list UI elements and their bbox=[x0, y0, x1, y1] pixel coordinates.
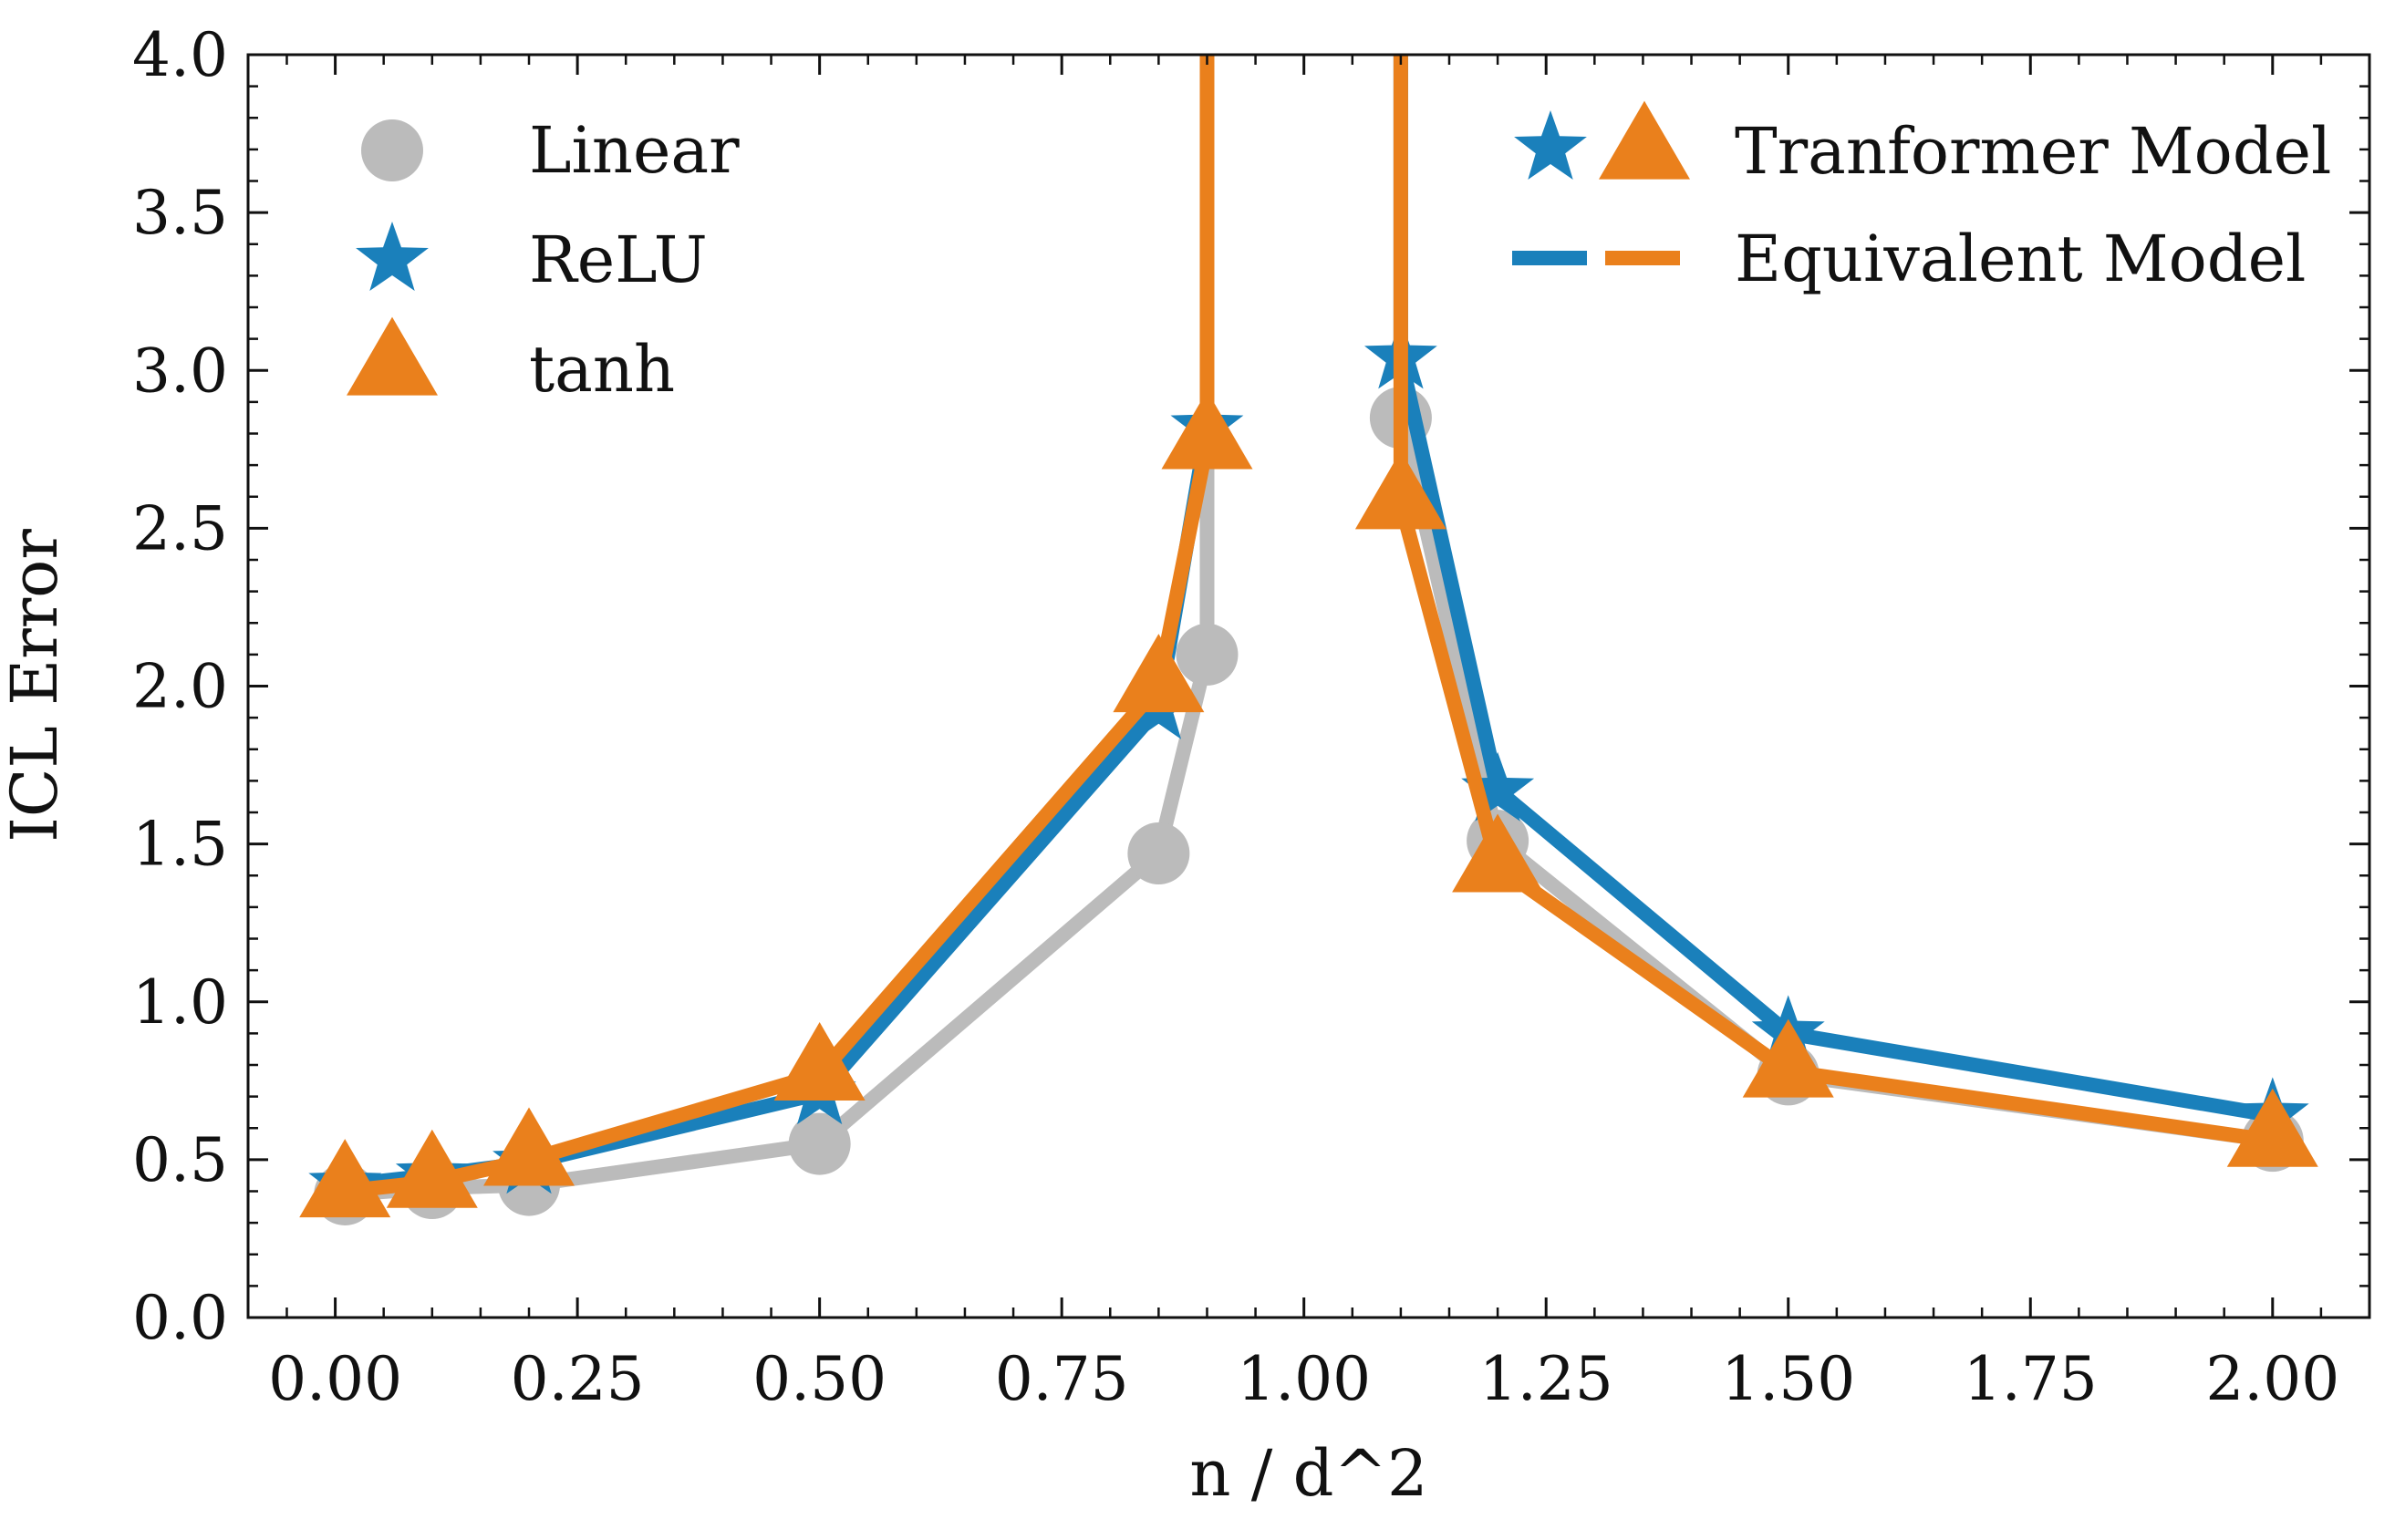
y-tick-label: 3.0 bbox=[132, 336, 228, 406]
marker-triangle bbox=[299, 1139, 391, 1218]
x-tick-label: 0.25 bbox=[511, 1344, 645, 1414]
x-axis-title: n / d^2 bbox=[1189, 1436, 1427, 1511]
x-tick-label: 0.00 bbox=[268, 1344, 402, 1414]
plot-area bbox=[299, 55, 2318, 1225]
x-tick-label: 0.50 bbox=[752, 1344, 886, 1414]
x-tick-label: 1.50 bbox=[1721, 1344, 1855, 1414]
axis-ticks: 0.00 0.25 0.50 0.75 1.00 1.25 1.50 1.75 2.00 0.0 0… bbox=[132, 20, 2371, 1414]
y-tick-label: 4.0 bbox=[132, 20, 228, 90]
marker-circle bbox=[788, 1112, 851, 1175]
y-tick-label: 0.5 bbox=[132, 1125, 228, 1195]
marker-triangle bbox=[483, 1107, 575, 1186]
marker-triangle bbox=[1742, 1018, 1834, 1098]
marker-star bbox=[1461, 751, 1535, 822]
y-tick-label: 3.5 bbox=[132, 178, 228, 248]
legend-label: ReLU bbox=[529, 222, 708, 297]
x-tick-label: 0.75 bbox=[995, 1344, 1129, 1414]
legend-marker-triangle bbox=[1599, 100, 1690, 180]
marker-circle bbox=[1127, 822, 1190, 885]
marker-circle bbox=[1176, 623, 1239, 686]
legend-label: Equivalent Model bbox=[1735, 222, 2306, 296]
legend-marker-star bbox=[356, 222, 429, 291]
y-tick-label: 2.5 bbox=[132, 493, 228, 563]
legend-marker-circle bbox=[361, 119, 423, 181]
y-axis-title: ICL Error bbox=[0, 529, 72, 842]
x-tick-label: 2.00 bbox=[2205, 1344, 2339, 1414]
marker-triangle bbox=[1452, 813, 1544, 893]
legend-label: Linear bbox=[529, 113, 740, 188]
legend-label: Tranformer Model bbox=[1735, 114, 2331, 189]
marker-triangle bbox=[1161, 390, 1253, 470]
x-tick-label: 1.25 bbox=[1479, 1344, 1613, 1414]
legend-marker-star bbox=[1514, 110, 1587, 180]
marker-triangle bbox=[773, 1022, 866, 1101]
marker-triangle bbox=[1354, 450, 1446, 530]
marker-triangle bbox=[386, 1129, 478, 1208]
y-tick-label: 1.5 bbox=[132, 810, 228, 880]
y-tick-label: 0.0 bbox=[132, 1283, 228, 1353]
y-tick-label: 1.0 bbox=[132, 967, 228, 1038]
marker-triangle bbox=[2226, 1088, 2318, 1167]
legend-marker-triangle bbox=[347, 316, 438, 396]
x-tick-label: 1.00 bbox=[1237, 1344, 1371, 1414]
series-tanh bbox=[299, 55, 2318, 1218]
x-tick-label: 1.75 bbox=[1964, 1344, 2098, 1414]
legend-model-types: Tranformer Model Equivalent Model bbox=[1512, 100, 2331, 296]
legend-series: Linear ReLU tanh bbox=[347, 113, 740, 407]
marker-triangle bbox=[1113, 634, 1205, 713]
y-tick-label: 2.0 bbox=[132, 652, 228, 722]
legend-label: tanh bbox=[529, 332, 675, 407]
